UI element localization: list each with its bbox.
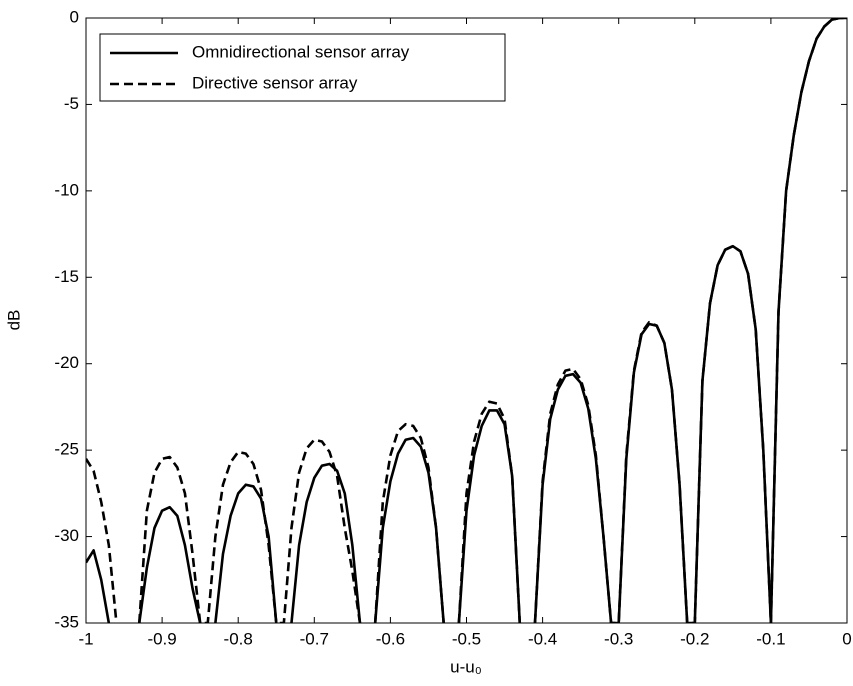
y-tick-label: -15 [54, 267, 79, 286]
x-tick-label: -0.2 [680, 629, 709, 648]
x-tick-label: -0.6 [376, 629, 405, 648]
series-line [86, 18, 847, 623]
legend-box [99, 33, 506, 102]
y-tick-label: -25 [54, 440, 79, 459]
y-tick-label: -5 [64, 94, 79, 113]
x-tick-label: -0.1 [756, 629, 785, 648]
legend: Omnidirectional sensor array Directive se… [99, 33, 506, 102]
x-tick-label: -0.8 [224, 629, 253, 648]
legend-label: Directive sensor array [192, 73, 358, 92]
x-tick-label: 0 [842, 629, 851, 648]
x-tick-label: -0.4 [528, 629, 557, 648]
series-line [86, 18, 847, 623]
y-axis-label: dB [4, 310, 23, 331]
y-tick-label: -35 [54, 612, 79, 631]
y-tick-label: -20 [54, 353, 79, 372]
x-tick-label: -0.5 [452, 629, 481, 648]
y-tick-label: -30 [54, 526, 79, 545]
x-tick-label: -1 [78, 629, 93, 648]
legend-label: Omnidirectional sensor array [192, 42, 410, 61]
x-tick-label: -0.3 [604, 629, 633, 648]
x-tick-label: -0.9 [147, 629, 176, 648]
x-axis-label: u-u₀ [450, 657, 482, 676]
plot-area [86, 18, 847, 623]
y-tick-label: 0 [70, 7, 79, 26]
x-tick-label: -0.7 [300, 629, 329, 648]
y-tick-label: -10 [54, 180, 79, 199]
